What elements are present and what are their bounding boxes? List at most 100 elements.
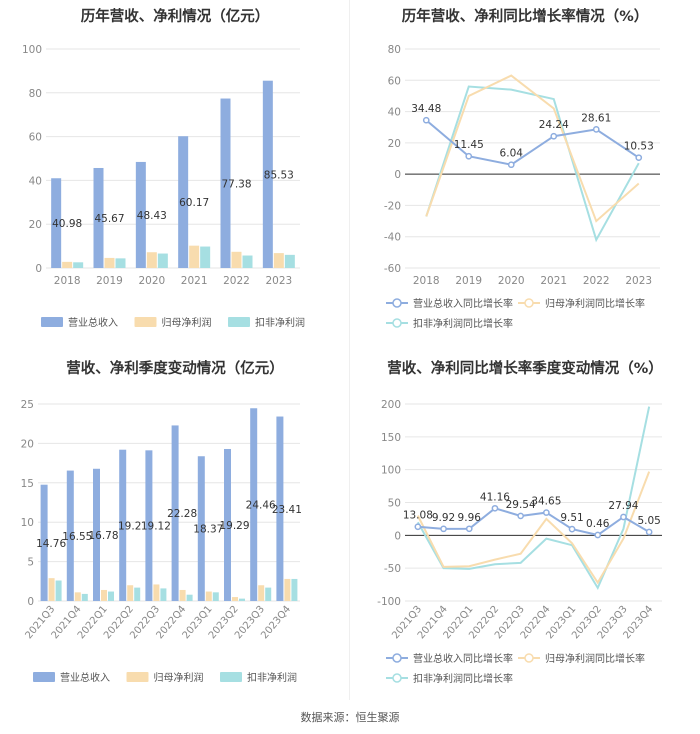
legend-swatch — [134, 317, 157, 327]
chart-title: 营收、净利同比增长率季度变动情况（%） — [387, 361, 663, 377]
legend-label: 营业总收入同比增长率 — [413, 297, 513, 310]
data-label: 19.29 — [219, 520, 249, 532]
bar-net-profit — [48, 578, 55, 601]
annual-growth-chart: 历年营收、净利同比增长率情况（%） -60 -40 -20 0 20 40 60 80 2018… — [350, 0, 700, 345]
data-label: 41.16 — [480, 491, 510, 503]
data-point — [620, 513, 627, 521]
data-label: 9.92 — [432, 512, 455, 524]
quarterly-growth-svg: -100-500501001502002021Q32021Q42022Q1202… — [377, 399, 662, 685]
data-point — [550, 132, 558, 140]
legend-label: 归母净利润同比增长率 — [545, 652, 645, 665]
y-tick-label: -60 — [384, 263, 401, 275]
legend-marker — [392, 318, 402, 328]
y-tick-label: 50 — [388, 498, 401, 510]
y-tick-label: 100 — [381, 465, 401, 477]
bar-deducted-profit — [81, 593, 88, 601]
bar-net-profit — [179, 589, 186, 601]
data-label: 85.53 — [264, 169, 294, 181]
bar-deducted-profit — [242, 255, 253, 268]
data-label: 40.98 — [52, 218, 82, 230]
bar-revenue — [93, 167, 104, 268]
data-label: 10.53 — [624, 141, 654, 153]
data-point — [422, 116, 430, 124]
data-label: 23.41 — [272, 504, 302, 516]
x-tick-label: 2019 — [96, 275, 123, 287]
y-tick-label: 150 — [381, 432, 401, 444]
data-point — [568, 525, 576, 533]
data-label: 29.54 — [506, 499, 536, 511]
y-tick-label: 0 — [394, 530, 401, 542]
legend-label: 营业总收入 — [68, 316, 118, 329]
bar-revenue — [276, 416, 284, 601]
legend-label: 营业总收入 — [60, 671, 110, 684]
data-label: 48.43 — [137, 210, 167, 222]
bar-net-profit — [205, 591, 212, 601]
data-point — [635, 154, 643, 162]
legend-swatch — [126, 672, 149, 682]
data-label: 24.46 — [246, 500, 276, 512]
bar-revenue — [40, 484, 48, 601]
y-tick-label: 20 — [21, 438, 34, 450]
quarterly-growth-chart: 营收、净利同比增长率季度变动情况（%） -100 -50 0 50 100 150 200 2… — [350, 352, 700, 702]
annual-amount-chart: 历年营收、净利情况（亿元） 0 20 40 60 80 100 2018 2019 2020 20… — [0, 0, 350, 345]
bar-deducted-profit — [239, 598, 245, 601]
y-tick-label: -20 — [384, 200, 401, 212]
data-label: 6.04 — [500, 148, 524, 160]
legend-label: 扣非净利润同比增长率 — [413, 317, 513, 330]
legend-marker — [392, 298, 402, 308]
legend-label: 归母净利润同比增长率 — [545, 297, 645, 310]
x-tick-label: 2018 — [54, 275, 81, 287]
y-tick-label: 200 — [381, 399, 401, 411]
x-tick-label: 2022 — [223, 275, 250, 287]
bar-deducted-profit — [200, 246, 211, 268]
quarterly-amount-chart: 营收、净利季度变动情况（亿元） 0 5 10 15 20 25 2021Q3 2021Q4 20… — [0, 352, 350, 702]
bar-deducted-profit — [108, 591, 114, 601]
series-line — [416, 406, 651, 591]
x-tick-label: 2020 — [498, 275, 525, 287]
data-label: 11.45 — [454, 139, 484, 151]
legend-label: 扣非净利润 — [247, 671, 297, 684]
bar-revenue — [224, 448, 231, 601]
data-label: 14.76 — [36, 538, 66, 550]
y-tick-label: 20 — [29, 219, 42, 231]
series-line — [417, 507, 650, 537]
bar-net-profit — [189, 245, 200, 268]
bar-deducted-profit — [212, 592, 219, 601]
data-point — [645, 528, 653, 536]
y-tick-label: 40 — [29, 175, 42, 187]
data-label: 9.51 — [560, 512, 583, 524]
data-label: 19.2 — [118, 520, 141, 532]
bar-net-profit — [232, 597, 238, 601]
data-label: 16.78 — [88, 530, 118, 542]
y-tick-label: 0 — [35, 263, 42, 275]
data-label: 77.38 — [221, 178, 251, 190]
data-label: 34.65 — [531, 496, 561, 508]
y-tick-label: -50 — [384, 563, 401, 575]
y-tick-label: 60 — [388, 75, 401, 87]
legend-label: 扣非净利润同比增长率 — [413, 672, 513, 685]
legend-swatch — [33, 672, 55, 682]
bar-revenue — [220, 98, 231, 268]
bar-deducted-profit — [284, 254, 295, 268]
y-tick-label: 80 — [388, 44, 401, 56]
series-line — [425, 119, 640, 166]
bar-revenue — [145, 450, 153, 601]
data-point — [414, 523, 422, 531]
data-label: 28.61 — [581, 112, 611, 124]
data-point — [592, 126, 600, 133]
bar-revenue — [178, 136, 189, 268]
data-point — [440, 525, 447, 533]
chart-title: 营收、净利季度变动情况（亿元） — [66, 361, 284, 377]
bar-revenue — [51, 178, 62, 268]
x-tick-label: 2022 — [583, 275, 610, 287]
bar-net-profit — [101, 589, 107, 601]
x-tick-label: 2023 — [625, 275, 652, 287]
x-tick-label: 2023 — [265, 275, 292, 287]
bar-net-profit — [153, 584, 160, 601]
x-tick-label: 2021 — [540, 275, 567, 287]
x-tick-label: 2020 — [138, 275, 165, 287]
y-tick-label: 15 — [21, 478, 34, 490]
data-point — [517, 512, 524, 520]
data-point — [507, 161, 515, 169]
y-tick-label: 0 — [394, 169, 401, 181]
